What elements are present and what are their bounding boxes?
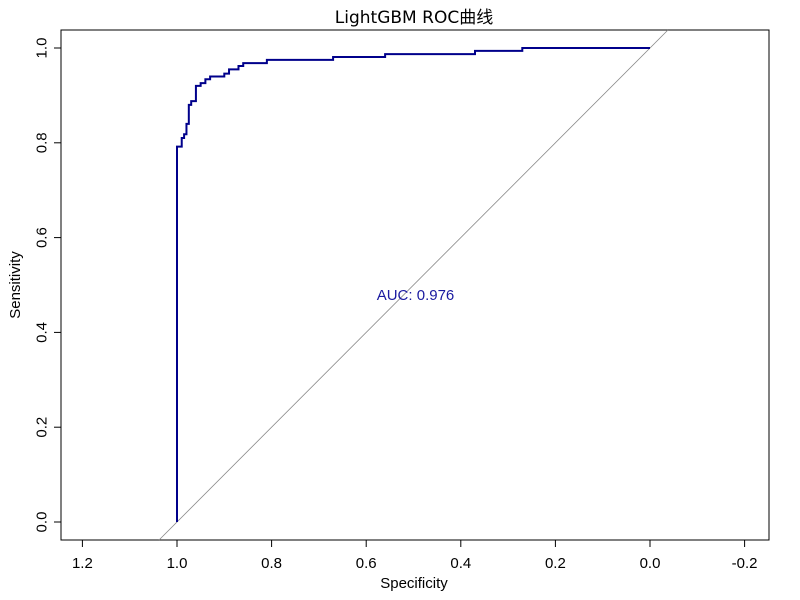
x-tick-label: 0.6: [356, 555, 377, 572]
x-tick-label: 0.2: [545, 555, 566, 572]
y-axis: 0.0 0.2 0.4 0.6 0.8 1.0: [34, 38, 62, 533]
x-tick-label: 1.0: [167, 555, 188, 572]
reference-diagonal-line: [158, 29, 669, 541]
y-tick-label: 0.2: [34, 417, 51, 438]
chart-title: LightGBM ROC曲线: [335, 8, 493, 28]
roc-curve-series: [176, 47, 650, 522]
x-tick-label: 0.0: [640, 555, 661, 572]
plot-frame: [60, 29, 770, 541]
y-tick-label: 0.6: [34, 227, 51, 248]
x-tick-label: -0.2: [732, 555, 758, 572]
y-tick-label: 0.0: [34, 512, 51, 533]
x-tick-label: 0.4: [450, 555, 471, 572]
x-tick-label: 0.8: [261, 555, 282, 572]
y-tick-label: 0.4: [34, 322, 51, 343]
x-axis: 1.2 1.0 0.8 0.6 0.4 0.2 0.0 -0.2: [72, 539, 758, 572]
y-tick-label: 0.8: [34, 132, 51, 153]
x-axis-label: Specificity: [380, 575, 448, 592]
auc-annotation: AUC: 0.976: [377, 287, 455, 304]
y-axis-label: Sensitivity: [7, 251, 24, 319]
x-tick-label: 1.2: [72, 555, 93, 572]
y-tick-label: 1.0: [34, 38, 51, 59]
